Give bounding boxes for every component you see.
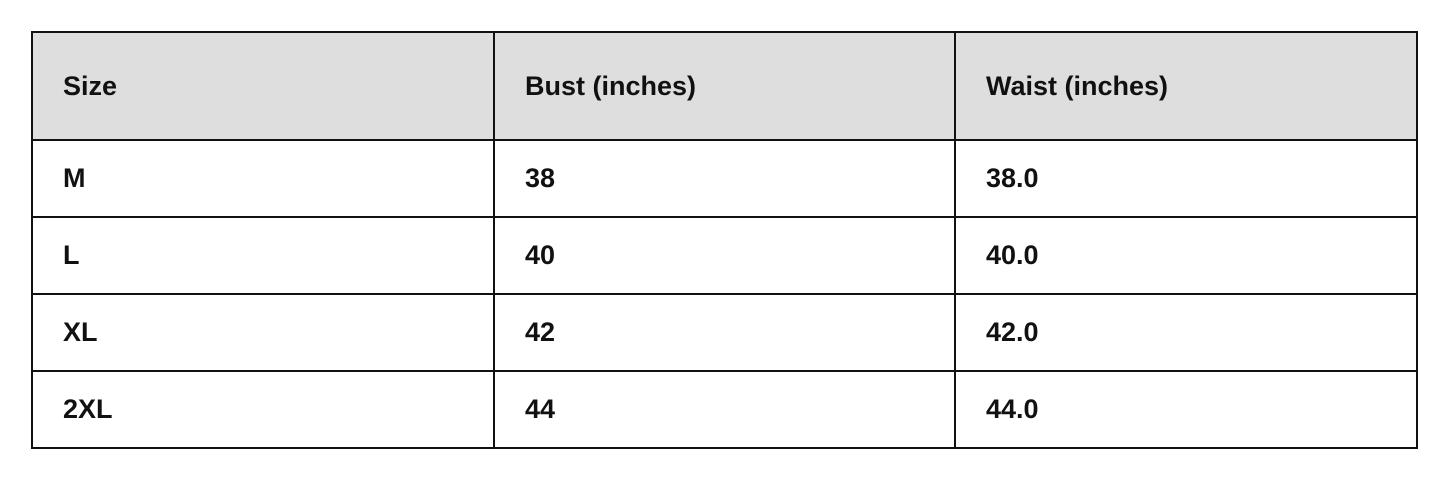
cell-bust: 38 xyxy=(493,139,956,218)
table-row: L 40 40.0 xyxy=(31,216,1418,295)
cell-size: M xyxy=(31,139,495,218)
header-waist: Waist (inches) xyxy=(954,31,1418,141)
cell-bust: 42 xyxy=(493,293,956,372)
cell-waist: 38.0 xyxy=(954,139,1418,218)
cell-size: L xyxy=(31,216,495,295)
header-size: Size xyxy=(31,31,495,141)
header-bust: Bust (inches) xyxy=(493,31,956,141)
cell-waist: 42.0 xyxy=(954,293,1418,372)
table-row: 2XL 44 44.0 xyxy=(31,370,1418,449)
cell-waist: 40.0 xyxy=(954,216,1418,295)
cell-size: 2XL xyxy=(31,370,495,449)
cell-size: XL xyxy=(31,293,495,372)
table-row: M 38 38.0 xyxy=(31,139,1418,218)
cell-bust: 44 xyxy=(493,370,956,449)
header-row: Size Bust (inches) Waist (inches) xyxy=(31,31,1418,141)
table-row: XL 42 42.0 xyxy=(31,293,1418,372)
cell-waist: 44.0 xyxy=(954,370,1418,449)
cell-bust: 40 xyxy=(493,216,956,295)
size-chart-table: Size Bust (inches) Waist (inches) M 38 3… xyxy=(31,31,1418,449)
